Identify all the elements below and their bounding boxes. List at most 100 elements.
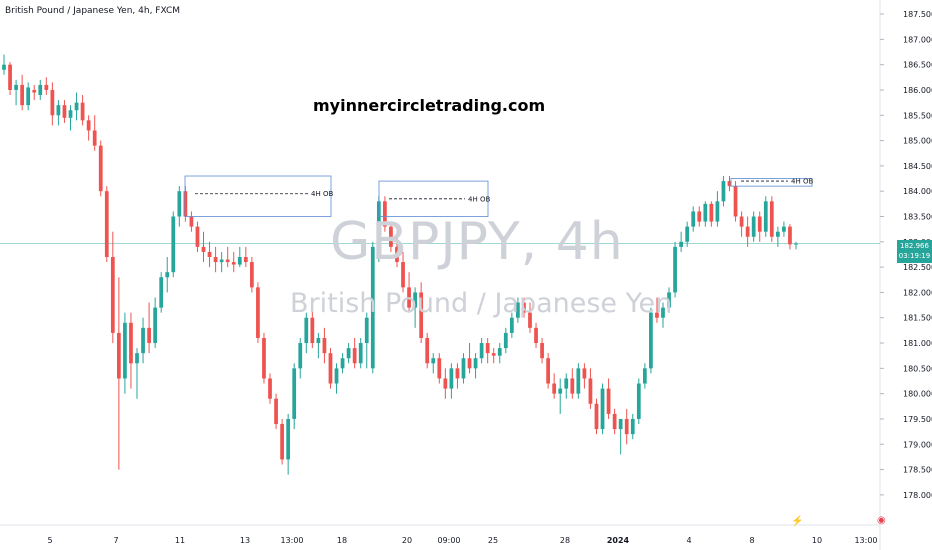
candle-body [642,368,647,384]
order-block-box [730,178,813,187]
candle-body [570,378,575,394]
y-tick-label: 178.500 [903,466,932,475]
candle-body [661,307,665,318]
candle-body [147,327,151,344]
x-tick-label: 20 [402,536,412,545]
candle-body [600,388,605,430]
candle-body [292,368,297,419]
candle-body [649,312,653,369]
candle-body [618,418,623,430]
y-tick-label: 186.000 [903,86,932,95]
order-blocks: 4H OB 4H OB 4H OB [184,175,813,217]
candle-body [189,216,194,227]
candle-body [419,292,424,338]
x-tick-label: 18 [337,536,347,545]
candle-body [763,201,768,232]
promo-text: myinnercircletrading.com [313,96,546,115]
candle-body [304,317,309,344]
candle-body [316,337,321,344]
candle-body [328,353,333,384]
candle-body [528,312,532,328]
order-block-box [378,180,489,217]
candle-body [395,246,399,263]
candle-body [757,216,762,232]
x-tick-label: 13:00 [280,536,303,545]
y-tick-label: 181.000 [903,339,932,348]
price-axis[interactable]: 187.500 187.000 186.500 186.000 185.500 185.0… [880,10,932,500]
candle-body [673,246,677,293]
candle-body [346,348,351,359]
candle-body [74,102,79,111]
y-tick-label: 183.500 [903,213,932,222]
candle-body [86,120,91,131]
candle-body [612,413,617,430]
x-tick-label: 5 [47,536,52,545]
candle-body [32,89,37,93]
candle-body [352,348,357,364]
candle-body [165,272,170,278]
candle-body [370,246,375,369]
grid [0,0,881,550]
candle-body [310,317,315,344]
candle-body [455,368,460,379]
candle-body [467,358,472,369]
candle-body [98,145,103,192]
candle-body [231,262,236,265]
y-tick-label: 182.000 [903,288,932,297]
candle-body [401,262,405,288]
candle-body [243,257,248,263]
y-tick-label: 187.000 [903,35,932,44]
candle-body [8,64,12,90]
candle-body [540,343,544,359]
candle-body [50,89,55,116]
candle-body [588,378,593,404]
candle-body [782,226,786,232]
candle-body [558,388,563,394]
candle-body [268,378,272,399]
candle-body [739,216,744,227]
x-tick-label: 11 [175,536,185,545]
candle-body [522,302,526,313]
x-tick-label: 09:00 [437,536,460,545]
candle-body [745,226,750,237]
candle-body [534,327,538,344]
y-tick-label: 179.000 [903,440,932,449]
candle-body [509,317,514,333]
candle-body [364,317,369,344]
candle-body [582,368,587,379]
y-tick-label: 178.000 [903,491,932,500]
x-tick-label: 2024 [607,536,630,545]
candle-body [201,246,206,252]
candle-body [479,343,484,359]
y-tick-label: 182.500 [903,263,932,272]
last-price-value: 182.966 [900,242,929,250]
y-tick-label: 179.500 [903,415,932,424]
candle-body [788,226,792,245]
candle-body [280,424,284,460]
y-tick-label: 185.500 [903,111,932,120]
y-tick-label: 180.500 [903,364,932,373]
candle-body [552,383,557,394]
candle-body [413,292,417,308]
lightning-icon[interactable]: ⚡ [791,516,804,527]
candle-body [485,343,490,354]
x-tick-label: 25 [488,536,498,545]
y-tick-label: 184.000 [903,187,932,196]
candle-body [20,84,25,106]
candle-body [322,337,327,354]
symbol-title: British Pound / Japanese Yen, 4h, FXCM [5,6,181,16]
candle-body [721,181,726,202]
y-tick-label: 180.000 [903,390,932,399]
x-tick-label: 8 [749,536,754,545]
candle-body [56,105,61,116]
candle-body [564,378,569,389]
candle-body [177,191,182,217]
watermark-name: British Pound / Japanese Yen [290,288,673,319]
candle-body [135,353,139,364]
calendar-flag-icon[interactable]: ◉ [877,515,886,526]
time-axis[interactable]: 5 7 11 13 13:00 18 20 09:00 25 28 2024 4 8 10 13:00 [47,536,877,545]
candle-body [274,398,278,425]
order-block-label: 4H OB [311,190,333,198]
